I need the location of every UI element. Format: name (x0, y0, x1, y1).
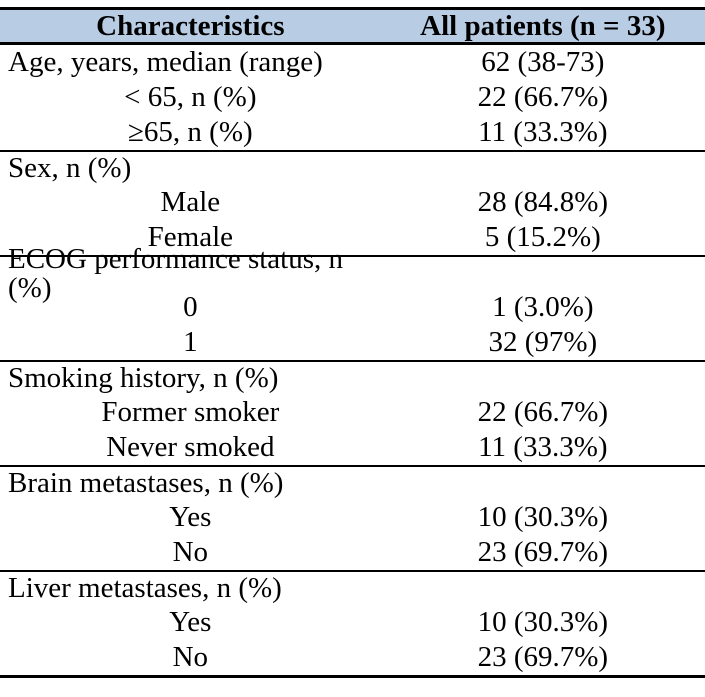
row-value: 22 (66.7%) (477, 396, 609, 428)
table-row: Never smoked 11 (33.3%) (0, 430, 705, 465)
table-row: No 23 (69.7%) (0, 640, 705, 675)
row-label: Female (147, 221, 234, 253)
table-row-section: ECOG performance status, n (%) (0, 244, 705, 302)
row-label: No (172, 641, 209, 673)
row-label: ≥65, n (%) (128, 116, 253, 148)
row-label: Yes (169, 606, 212, 638)
row-label: Liver metastases, n (%) (8, 572, 282, 604)
table-row: ≥65, n (%) 11 (33.3%) (0, 115, 705, 150)
row-label: Male (160, 186, 221, 218)
row-label: 1 (183, 326, 198, 358)
table-header-row: Characteristics All patients (n = 33) (0, 10, 705, 45)
row-label: 0 (183, 291, 198, 323)
patient-characteristics-table: Characteristics All patients (n = 33) Ag… (0, 7, 705, 678)
row-value: 62 (38-73) (481, 46, 605, 78)
table-row: 1 32 (97%) (0, 325, 705, 360)
row-value: 10 (30.3%) (477, 606, 609, 638)
row-label: Never smoked (106, 431, 275, 463)
table-row: Female 5 (15.2%) (0, 220, 705, 255)
table-row-section: Brain metastases, n (%) (0, 465, 705, 500)
table-row-section: Sex, n (%) (0, 150, 705, 185)
row-label: Smoking history, n (%) (8, 362, 279, 394)
table-row-section: Smoking history, n (%) (0, 360, 705, 395)
header-characteristics: Characteristics (96, 9, 285, 42)
table-row: < 65, n (%) 22 (66.7%) (0, 80, 705, 115)
row-label: < 65, n (%) (124, 81, 257, 113)
table-row: Former smoker 22 (66.7%) (0, 395, 705, 430)
row-value: 11 (33.3%) (478, 116, 608, 148)
row-label: Yes (169, 501, 212, 533)
table-row: No 23 (69.7%) (0, 535, 705, 570)
row-label: Former smoker (101, 396, 280, 428)
row-value: 22 (66.7%) (477, 81, 609, 113)
header-all-patients: All patients (n = 33) (420, 9, 666, 42)
row-label: ECOG performance status, n (%) (8, 242, 344, 304)
table-row: 0 1 (3.0%) (0, 290, 705, 325)
row-label: No (172, 536, 209, 568)
row-value: 28 (84.8%) (477, 186, 609, 218)
row-value: 10 (30.3%) (477, 501, 609, 533)
row-value: 11 (33.3%) (478, 431, 608, 463)
row-value: 32 (97%) (488, 326, 598, 358)
row-value: 5 (15.2%) (484, 221, 601, 253)
row-value: 23 (69.7%) (477, 536, 609, 568)
table-row-section: Liver metastases, n (%) (0, 570, 705, 605)
table-row: Age, years, median (range) 62 (38-73) (0, 45, 705, 80)
row-label: Brain metastases, n (%) (8, 467, 284, 499)
row-value: 23 (69.7%) (477, 641, 609, 673)
row-label: Sex, n (%) (8, 152, 132, 184)
table-row: Yes 10 (30.3%) (0, 500, 705, 535)
row-label: Age, years, median (range) (8, 46, 323, 78)
table-row: Male 28 (84.8%) (0, 185, 705, 220)
row-value: 1 (3.0%) (492, 291, 594, 323)
table-row: Yes 10 (30.3%) (0, 605, 705, 640)
